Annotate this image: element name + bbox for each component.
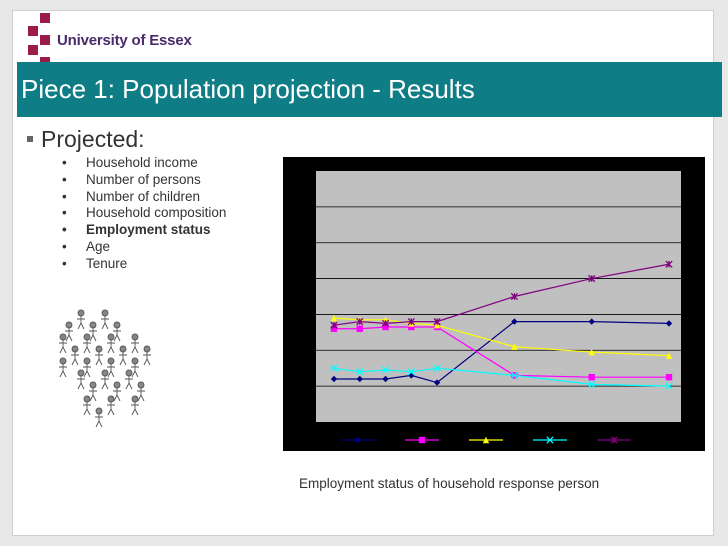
series-line — [334, 321, 670, 384]
list-item: Employment status — [62, 222, 226, 239]
data-point — [381, 319, 390, 328]
data-point — [665, 352, 673, 359]
list-item: Household composition — [62, 205, 226, 222]
data-point — [381, 366, 390, 374]
person-figure — [107, 357, 115, 378]
person-figure — [107, 333, 115, 354]
person-figure — [125, 369, 133, 390]
logo-square — [40, 35, 50, 45]
page-title: Piece 1: Population projection - Results — [21, 74, 475, 104]
data-point — [330, 375, 338, 383]
data-point — [407, 317, 415, 326]
person-figure — [131, 333, 139, 354]
data-point — [330, 325, 338, 332]
data-point — [356, 325, 363, 332]
data-point — [433, 364, 441, 372]
legend-marker — [482, 436, 490, 444]
series-line — [334, 326, 669, 378]
person-figure — [113, 321, 121, 342]
person-figure — [95, 345, 103, 366]
data-point — [588, 348, 595, 356]
person-figure — [107, 395, 115, 416]
data-point — [356, 368, 364, 376]
list-item: Tenure — [62, 256, 226, 273]
data-point — [665, 373, 673, 381]
person-figure — [95, 407, 103, 428]
data-point — [433, 321, 441, 329]
list-item: Household income — [62, 155, 226, 172]
person-figure — [119, 345, 127, 366]
person-figure — [77, 369, 85, 390]
projected-list: Household income Number of persons Numbe… — [62, 155, 226, 273]
data-point — [510, 371, 519, 380]
person-figure — [83, 333, 91, 354]
person-figure — [131, 395, 139, 416]
person-figure — [101, 309, 109, 330]
data-point — [511, 343, 518, 350]
legend-marker — [546, 436, 554, 444]
data-point — [588, 373, 595, 381]
list-item: Number of children — [62, 189, 226, 206]
main-bullet: Projected: — [27, 126, 145, 153]
person-figure — [137, 381, 145, 402]
data-point — [510, 292, 519, 301]
plot-area — [316, 171, 681, 422]
square-bullet-icon — [27, 135, 33, 142]
data-point — [408, 323, 415, 331]
data-point — [382, 323, 389, 331]
data-point — [433, 379, 441, 386]
data-point — [382, 375, 389, 383]
person-figure — [59, 357, 67, 378]
data-point — [588, 274, 596, 283]
data-point — [665, 260, 673, 268]
data-point — [330, 321, 338, 329]
list-item: Age — [62, 239, 226, 256]
person-figure — [83, 395, 91, 416]
person-figure — [131, 357, 139, 378]
person-figure — [65, 321, 73, 342]
person-figure — [71, 345, 79, 366]
data-point — [330, 364, 338, 372]
main-bullet-label: Projected: — [41, 126, 145, 152]
person-figure — [77, 309, 85, 330]
legend-marker — [610, 436, 618, 444]
person-figure — [101, 369, 109, 390]
legend-marker — [354, 436, 362, 444]
list-item: Number of persons — [62, 172, 226, 189]
data-point — [330, 314, 338, 322]
logo-square — [28, 26, 38, 36]
person-figure — [113, 381, 121, 402]
data-point — [356, 375, 363, 383]
series-line — [333, 263, 670, 326]
person-figure — [89, 321, 97, 342]
series-line — [333, 317, 670, 357]
person-figure — [59, 333, 67, 354]
person-figure — [83, 357, 91, 378]
legend-marker — [418, 436, 426, 444]
people-crowd-icon — [59, 309, 151, 428]
person-figure — [89, 381, 97, 402]
title-bar — [17, 62, 722, 117]
data-point — [588, 380, 596, 389]
logo-text: University of Essex — [57, 32, 192, 49]
data-point — [665, 382, 673, 390]
series-line — [333, 367, 670, 387]
person-figure — [143, 345, 151, 366]
data-point — [433, 317, 441, 326]
data-point — [356, 317, 364, 326]
chart-caption: Employment status of household response … — [299, 476, 600, 491]
employment-chart — [283, 157, 705, 451]
logo-square — [28, 45, 38, 55]
data-point — [407, 368, 415, 376]
logo-square — [40, 13, 50, 23]
data-point — [665, 320, 673, 327]
